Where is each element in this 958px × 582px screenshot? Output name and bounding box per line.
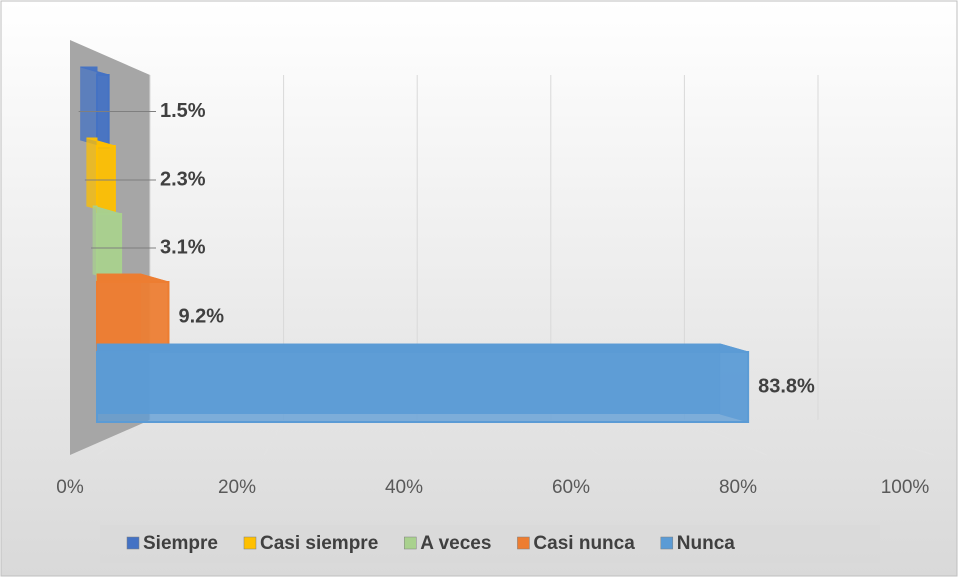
bar-group: 9.2% bbox=[96, 273, 224, 353]
legend-label: Casi nunca bbox=[533, 533, 635, 554]
data-label: 2.3% bbox=[160, 168, 206, 190]
floor-grid-line bbox=[684, 419, 767, 456]
bar bbox=[96, 351, 750, 423]
legend-box bbox=[100, 525, 880, 563]
x-tick-label: 100% bbox=[881, 477, 930, 498]
floor-grid-line bbox=[96, 419, 151, 456]
floor-grid-line bbox=[817, 419, 935, 456]
legend-swatch bbox=[517, 536, 530, 550]
bar-group: 1.5% bbox=[78, 66, 206, 149]
legend-label: Siempre bbox=[143, 533, 218, 554]
x-tick-label: 40% bbox=[385, 477, 423, 498]
data-label: 1.5% bbox=[160, 100, 206, 122]
legend-swatch bbox=[126, 536, 140, 550]
x-tick-label: 20% bbox=[218, 477, 256, 498]
legend-swatch bbox=[660, 536, 674, 550]
x-tick-label: 0% bbox=[56, 477, 84, 498]
legend-label: A veces bbox=[420, 533, 491, 554]
legend-swatch bbox=[243, 536, 257, 550]
data-label: 3.1% bbox=[160, 236, 206, 258]
legend-label: Casi siempre bbox=[260, 533, 378, 554]
bar-group: 2.3% bbox=[84, 137, 206, 215]
bar bbox=[96, 281, 170, 353]
floor-grid-line bbox=[550, 419, 600, 456]
floor-grid-line bbox=[416, 419, 433, 456]
x-tick-label: 80% bbox=[719, 477, 757, 498]
bar-group: 3.1% bbox=[91, 205, 206, 283]
data-label: 83.8% bbox=[758, 375, 815, 397]
bar-group: 83.8% bbox=[96, 343, 815, 423]
floor-grid-line bbox=[263, 419, 285, 456]
legend-label: Nunca bbox=[677, 533, 736, 554]
data-label: 9.2% bbox=[178, 305, 224, 327]
x-tick-label: 60% bbox=[552, 477, 590, 498]
bar-top bbox=[96, 343, 749, 353]
legend-swatch bbox=[404, 536, 417, 550]
